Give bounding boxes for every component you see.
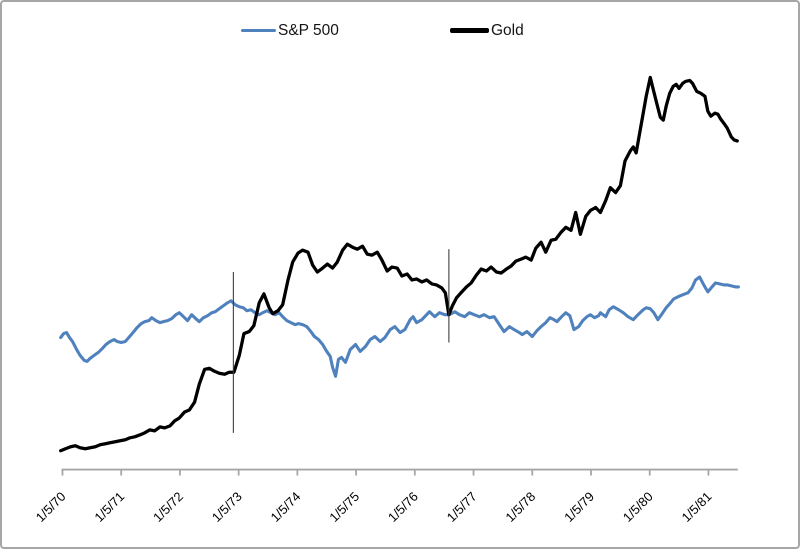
x-tick-label: 1/5/81: [679, 489, 715, 525]
x-axis-labels: 1/5/70 1/5/71 1/5/72 1/5/73 1/5/74 1/5/75 1/5/…: [33, 489, 715, 525]
series-layer: [59, 75, 740, 453]
gold-line: [59, 75, 739, 453]
x-tick-label: 1/5/79: [561, 489, 597, 525]
x-tick-label: 1/5/77: [444, 489, 480, 525]
x-tick-label: 1/5/76: [385, 489, 421, 525]
legend-item-sp500: S&P 500: [241, 22, 339, 39]
sp500-line: [59, 275, 740, 378]
x-tick-label: 1/5/78: [502, 489, 538, 525]
annotation-layer: [232, 249, 450, 433]
x-tick-label: 1/5/72: [150, 489, 186, 525]
x-tick-label: 1/5/75: [326, 489, 362, 525]
x-axis: [61, 468, 738, 476]
legend-label-sp500: S&P 500: [278, 22, 339, 39]
x-tick-label: 1/5/73: [209, 489, 245, 525]
x-tick-label: 1/5/70: [33, 489, 69, 525]
x-tick-label: 1/5/80: [620, 489, 656, 525]
sp500-line-swatch-icon: [241, 28, 276, 33]
legend-label-gold: Gold: [491, 22, 524, 39]
gold-line-swatch-icon: [450, 28, 489, 33]
legend-item-gold: Gold: [450, 22, 524, 39]
x-tick-label: 1/5/71: [91, 489, 127, 525]
x-tick-label: 1/5/74: [267, 489, 303, 525]
